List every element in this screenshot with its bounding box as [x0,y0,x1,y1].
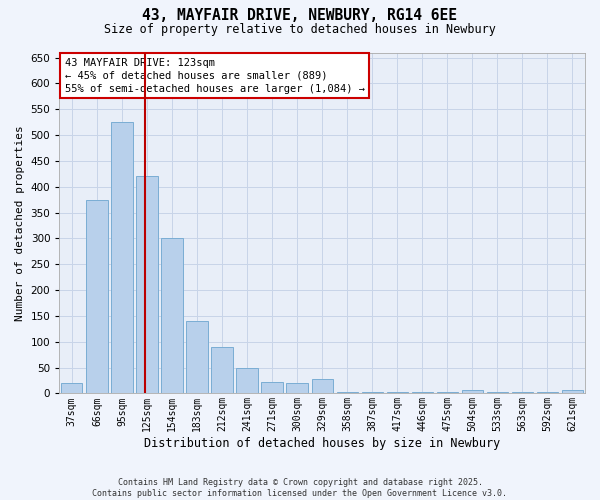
Bar [136,176,158,394]
Bar [111,122,133,394]
Bar [487,392,508,394]
Bar [262,382,283,394]
Bar [286,383,308,394]
Bar [337,392,358,394]
Bar [61,383,82,394]
Bar [187,321,208,394]
Bar [512,392,533,394]
Bar [437,392,458,394]
Y-axis label: Number of detached properties: Number of detached properties [15,125,25,321]
Bar [311,379,333,394]
X-axis label: Distribution of detached houses by size in Newbury: Distribution of detached houses by size … [144,437,500,450]
Bar [211,347,233,394]
Bar [462,390,483,394]
Text: 43 MAYFAIR DRIVE: 123sqm
← 45% of detached houses are smaller (889)
55% of semi-: 43 MAYFAIR DRIVE: 123sqm ← 45% of detach… [65,58,365,94]
Text: 43, MAYFAIR DRIVE, NEWBURY, RG14 6EE: 43, MAYFAIR DRIVE, NEWBURY, RG14 6EE [143,8,458,22]
Bar [236,368,258,394]
Text: Size of property relative to detached houses in Newbury: Size of property relative to detached ho… [104,22,496,36]
Bar [412,392,433,394]
Bar [386,392,408,394]
Bar [161,238,182,394]
Bar [537,392,558,394]
Bar [86,200,107,394]
Text: Contains HM Land Registry data © Crown copyright and database right 2025.
Contai: Contains HM Land Registry data © Crown c… [92,478,508,498]
Bar [362,392,383,394]
Bar [562,390,583,394]
